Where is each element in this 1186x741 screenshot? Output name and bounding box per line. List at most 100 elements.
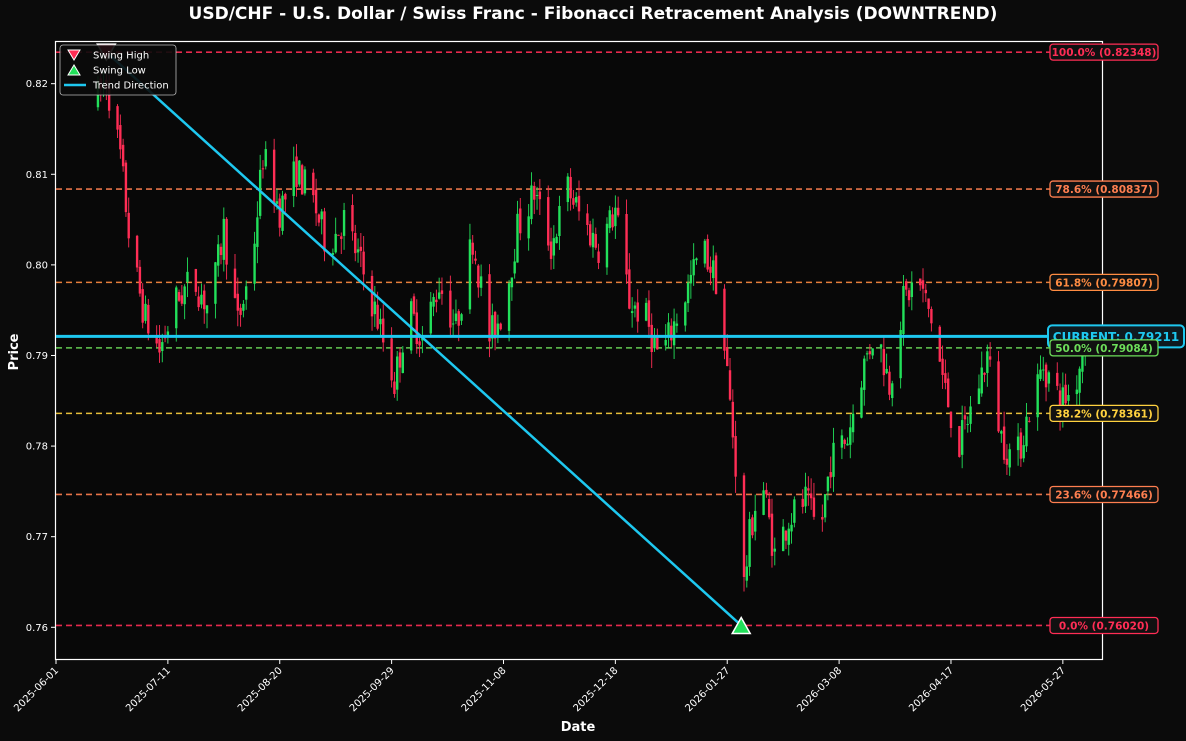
candle-body-20 (175, 287, 178, 329)
fib-label-box-4 (1049, 404, 1159, 423)
candle-body-207 (905, 281, 908, 290)
trend-direction-line (105, 51, 743, 627)
candle-body-208 (907, 290, 911, 301)
trend-direction (105, 51, 743, 627)
candle-body-174 (773, 548, 776, 552)
legend: Swing High Swing Low Trend Direction (59, 44, 177, 96)
x-tick-label-5: 2025-12-18 (572, 665, 621, 714)
candle-body-243 (1044, 364, 1048, 388)
candle-body-4 (107, 86, 111, 111)
candle-body-238 (1025, 416, 1028, 447)
candle-body-121 (569, 176, 572, 199)
candle-body-79 (401, 352, 405, 374)
fib-label-3: 50.0% (0.79084) (1049, 339, 1159, 357)
candle-body-8 (124, 162, 128, 213)
candle-body-113 (535, 195, 539, 197)
candle-body-111 (530, 185, 533, 220)
candle-body-219 (949, 411, 953, 428)
candle-body-204 (891, 383, 894, 399)
y-tick-label-4: 0.80 (26, 260, 48, 271)
candle-body-32 (219, 246, 223, 255)
candle-body-93 (457, 311, 460, 326)
candle-body-59 (323, 211, 326, 252)
candle-body-5 (116, 106, 119, 130)
candle-body-226 (980, 367, 983, 394)
candle-body-133 (614, 207, 617, 227)
x-tick-label-1: 2025-07-11 (124, 665, 173, 714)
candle-body-252 (1081, 355, 1084, 372)
candle-body-81 (412, 296, 416, 314)
fib-label-text-5: 23.6% (0.77466) (1055, 489, 1153, 501)
candle-body-104 (499, 323, 502, 330)
x-tick-label-9: 2026-05-27 (1019, 665, 1068, 714)
candle-body-54 (303, 169, 307, 194)
candle-body-244 (1047, 372, 1051, 384)
candle-body-163 (731, 401, 735, 438)
candle-body-14 (147, 304, 150, 334)
candle-body-215 (938, 326, 941, 362)
candle-body-182 (807, 488, 810, 491)
x-tick-label-4: 2025-11-08 (460, 665, 509, 714)
candle-body-231 (1000, 431, 1003, 434)
candle-body-245 (1056, 372, 1059, 386)
candle-body-212 (924, 289, 928, 294)
candle-body-120 (566, 176, 570, 203)
candle-body-167 (748, 519, 751, 567)
candle-body-108 (516, 213, 519, 263)
candle-body-86 (432, 297, 435, 307)
swing-low-marker (730, 615, 752, 635)
fib-label-text-6: 0.0% (0.76020) (1059, 620, 1149, 632)
candle-body-234 (1008, 449, 1011, 468)
fib-level-labels: 100.0% (0.82348) 78.6% (0.80837) 61.8% (0.… (1049, 43, 1159, 635)
candle-body-173 (770, 513, 774, 556)
candle-body-61 (334, 233, 337, 253)
candle-body-137 (630, 311, 634, 314)
y-tick-label-6: 0.82 (26, 79, 48, 90)
fib-label-box-0 (1049, 43, 1159, 61)
candle-body-100 (488, 274, 491, 342)
candle-body-127 (591, 232, 595, 248)
fib-label-box-2 (1049, 273, 1159, 292)
candle-body-218 (946, 378, 950, 408)
candle-body-71 (373, 301, 377, 315)
candle-body-30 (214, 262, 217, 304)
x-tick-label-3: 2025-09-29 (348, 665, 397, 714)
y-tick-label-2: 0.78 (26, 442, 48, 453)
x-tick-label-0: 2025-06-01 (12, 665, 61, 714)
candle-body-15 (155, 335, 158, 344)
candle-body-250 (1075, 389, 1079, 395)
candle-body-176 (784, 530, 788, 541)
fib-label-5: 23.6% (0.77466) (1049, 485, 1159, 504)
candle-body-97 (474, 258, 477, 261)
candle-body-185 (821, 517, 824, 520)
candle-body-177 (787, 528, 790, 545)
candle-body-239 (1028, 420, 1031, 422)
candle-body-96 (471, 242, 474, 255)
candle-body-149 (675, 323, 679, 326)
candle-body-210 (919, 278, 922, 286)
candle-body-73 (379, 318, 382, 325)
candle-body-249 (1067, 395, 1070, 401)
candle-body-165 (742, 475, 746, 577)
legend-swing-high-icon (67, 49, 81, 61)
candle-body-39 (244, 286, 248, 300)
candle-body-63 (340, 236, 343, 239)
x-tick-label-7: 2026-03-08 (795, 665, 844, 714)
candle-body-13 (144, 303, 147, 321)
candle-body-146 (667, 322, 670, 338)
candle-body-36 (236, 293, 239, 311)
candle-body-237 (1022, 445, 1025, 459)
fib-label-text-2: 61.8% (0.79807) (1055, 277, 1153, 289)
candle-body-10 (135, 235, 139, 268)
candle-body-107 (513, 261, 516, 274)
candle-body-181 (804, 486, 807, 507)
candle-body-21 (177, 292, 181, 301)
legend-label-0: Swing High (93, 51, 149, 62)
candle-body-197 (865, 353, 869, 355)
fib-label-text-1: 78.6% (0.80837) (1055, 184, 1153, 196)
candle-body-126 (588, 224, 592, 246)
y-axis: 0.76 0.77 0.78 0.79 0.80 0.81 0.82 (26, 79, 56, 634)
candle-body-91 (451, 323, 455, 325)
x-axis-title: Date (561, 720, 596, 735)
candle-body-198 (868, 351, 872, 355)
